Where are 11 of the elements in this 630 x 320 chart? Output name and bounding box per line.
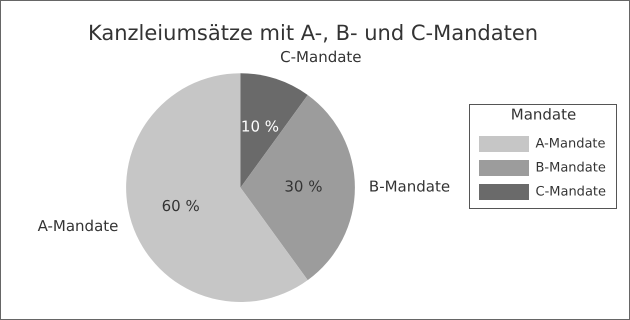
- legend-title: Mandate: [510, 105, 576, 124]
- legend-label: A-Mandate: [535, 136, 606, 152]
- data-label: 30 %: [284, 177, 322, 196]
- data-label: 10 %: [240, 118, 279, 136]
- slice-label: B-Mandate: [368, 177, 450, 196]
- slice-label: C-Mandate: [280, 48, 362, 66]
- legend-label: B-Mandate: [535, 160, 606, 176]
- data-label: 60 %: [162, 196, 200, 215]
- slice-label: A-Mandate: [38, 217, 118, 236]
- legend-label: C-Mandate: [535, 184, 606, 200]
- chart-title: Kanzleiumsätze mit A-, B- und C-Mandaten: [88, 21, 538, 46]
